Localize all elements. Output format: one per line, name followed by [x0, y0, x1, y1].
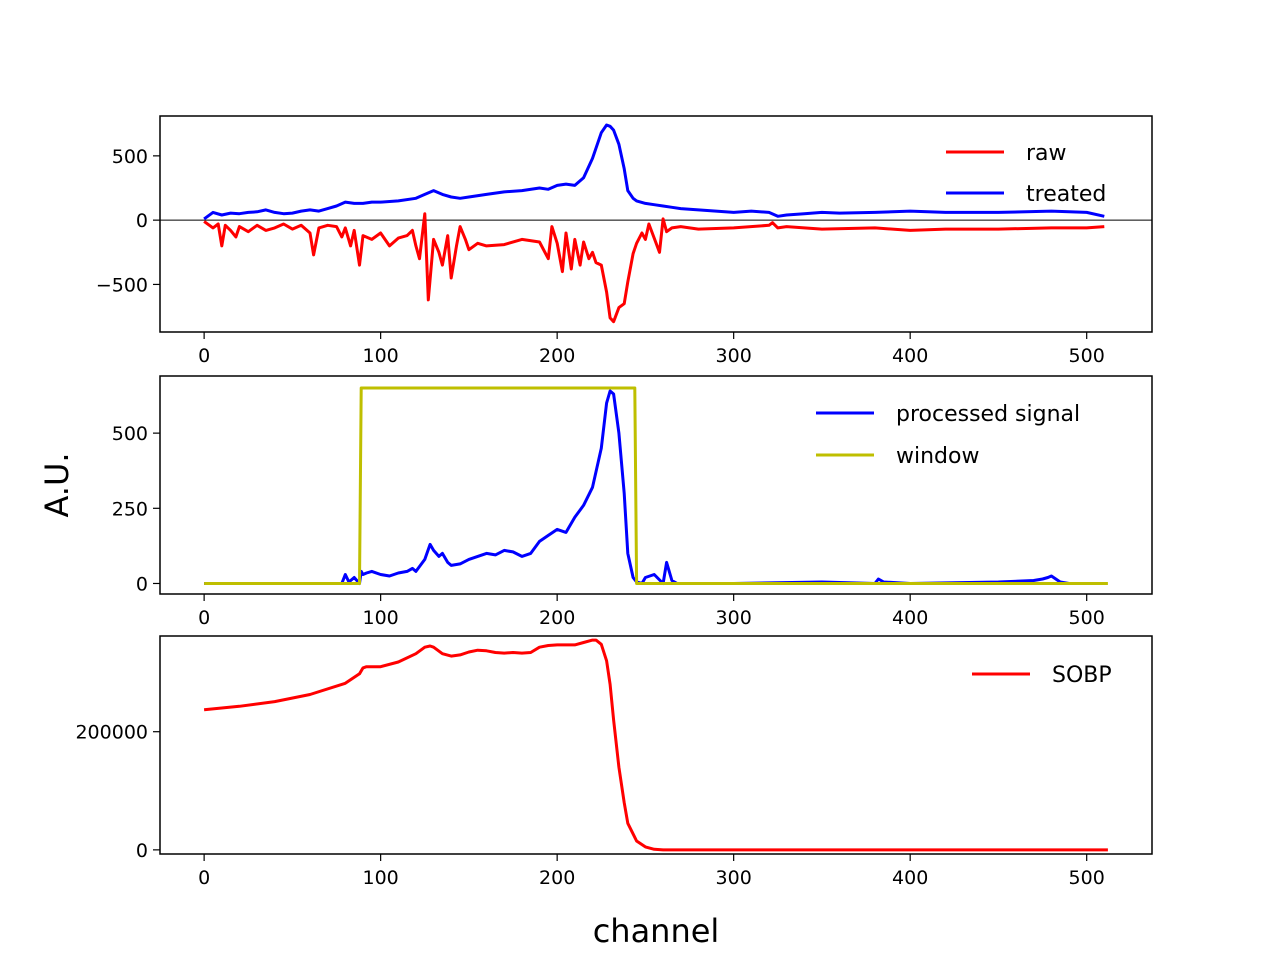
y-tick-label: 200000: [75, 722, 148, 744]
legend-label: processed signal: [896, 402, 1080, 427]
x-tick-label: 0: [198, 607, 210, 629]
panels: 0 100 200 300 400 500 −500 0 500 raw treated 0 100 20…: [75, 115, 1153, 889]
series-line-treated: [203, 123, 1105, 221]
x-tick-label: 500: [1069, 607, 1105, 629]
series-line-raw: [203, 212, 1105, 324]
x-tick-label: 400: [892, 607, 928, 629]
y-axis-label: A.U.: [38, 452, 76, 517]
x-axis-label: channel: [593, 912, 720, 950]
x-tick-label: 100: [363, 867, 399, 889]
legend-label: raw: [1026, 141, 1067, 166]
axes-frame: [159, 115, 1153, 333]
y-tick-label: 250: [112, 498, 148, 520]
x-tick-label: 400: [892, 345, 928, 367]
panel-1: 0 100 200 300 400 500 −500 0 500 raw treated: [96, 115, 1153, 367]
panel-3: 0 100 200 300 400 500 0 200000 SOBP: [75, 635, 1153, 889]
y-tick-label: 0: [136, 210, 148, 232]
x-tick-label: 200: [539, 867, 575, 889]
y-tick-label: −500: [96, 274, 148, 296]
y-tick-label: 500: [112, 146, 148, 168]
y-tick-label: 0: [136, 840, 148, 862]
panel-2: 0 100 200 300 400 500 0 250 500 processed signal w…: [112, 375, 1153, 629]
series-line-sobp: [203, 638, 1108, 852]
y-tick-label: 0: [136, 573, 148, 595]
legend-label: SOBP: [1052, 663, 1112, 688]
x-tick-label: 500: [1069, 345, 1105, 367]
x-tick-label: 300: [716, 607, 752, 629]
x-tick-label: 400: [892, 867, 928, 889]
legend: raw treated: [946, 141, 1106, 207]
x-tick-label: 500: [1069, 867, 1105, 889]
x-tick-label: 200: [539, 345, 575, 367]
x-tick-label: 300: [716, 867, 752, 889]
axes-frame: [159, 635, 1153, 855]
legend-label: treated: [1026, 182, 1106, 207]
x-tick-label: 100: [363, 607, 399, 629]
axes-frame: [159, 375, 1153, 595]
x-tick-label: 300: [716, 345, 752, 367]
y-tick-label: 500: [112, 423, 148, 445]
legend: processed signal window: [816, 402, 1080, 469]
x-tick-label: 0: [198, 345, 210, 367]
x-tick-label: 0: [198, 867, 210, 889]
x-tick-label: 100: [363, 345, 399, 367]
legend-label: window: [896, 444, 979, 469]
series-line-window: [204, 386, 1108, 585]
legend: SOBP: [972, 663, 1112, 688]
x-tick-label: 200: [539, 607, 575, 629]
